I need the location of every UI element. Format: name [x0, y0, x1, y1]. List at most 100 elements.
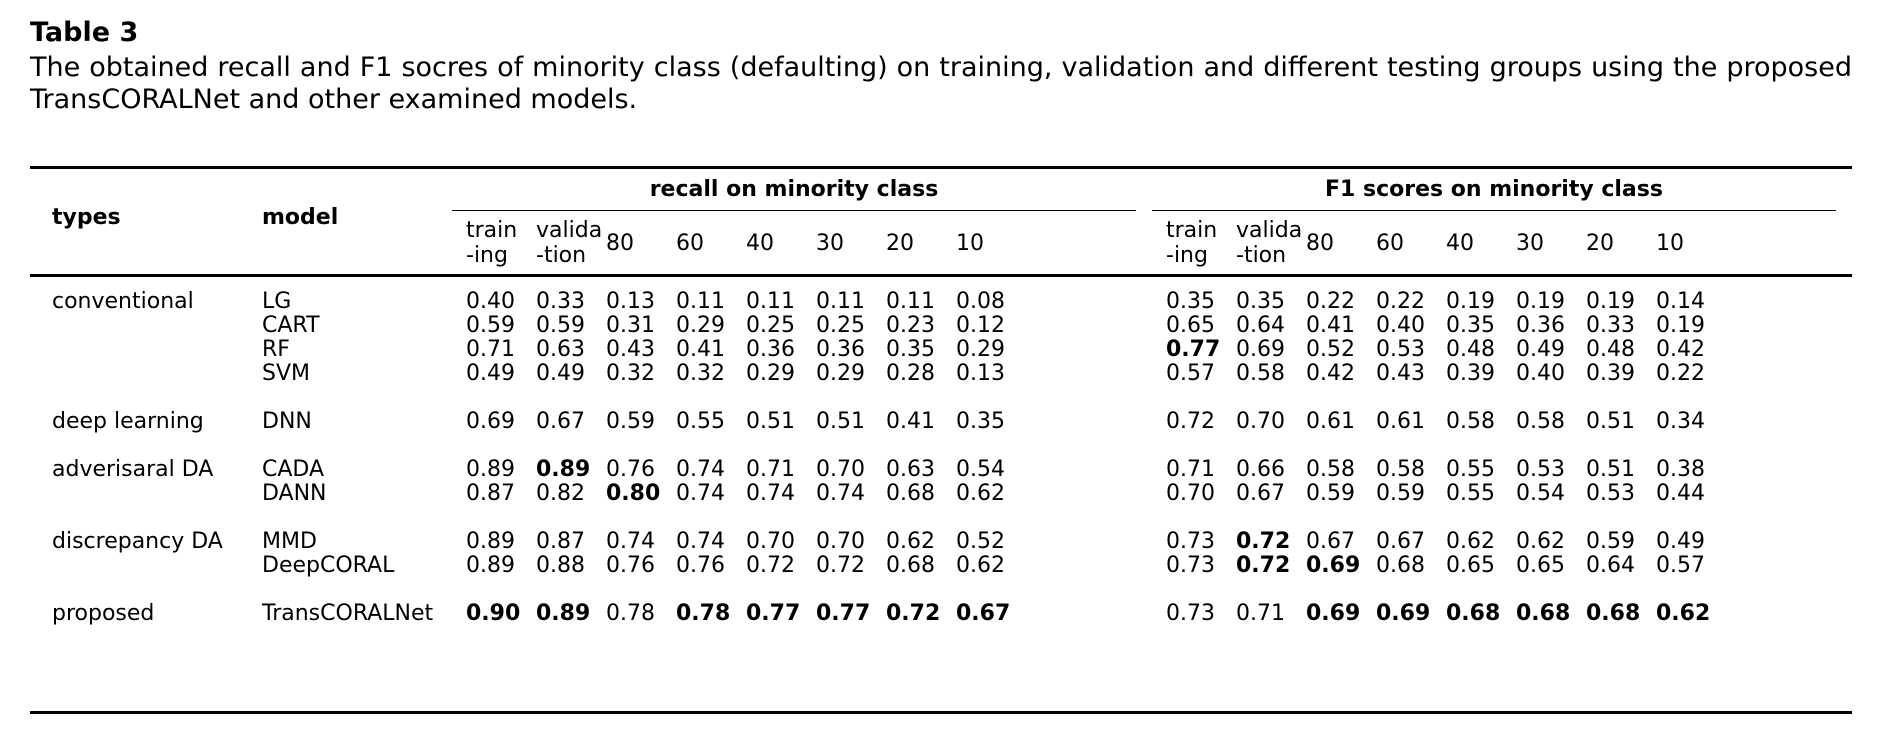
header-types: types: [52, 205, 121, 230]
recall-subheader-5: 30: [816, 231, 844, 256]
f1-cell: 0.66: [1236, 457, 1285, 482]
recall-cell: 0.78: [606, 601, 655, 626]
bottom-rule: [30, 711, 1852, 714]
recall-cell: 0.08: [956, 289, 1005, 314]
row-type-label: adverisaral DA: [52, 457, 214, 482]
recall-cell: 0.76: [606, 553, 655, 578]
f1-cell: 0.55: [1446, 481, 1495, 506]
table-caption: The obtained recall and F1 socres of min…: [30, 52, 1852, 115]
f1-cell: 0.49: [1516, 337, 1565, 362]
f1-subheader-7: 10: [1656, 231, 1684, 256]
row-model-label: LG: [262, 289, 292, 314]
f1-cell: 0.67: [1376, 529, 1425, 554]
f1-cell: 0.62: [1516, 529, 1565, 554]
recall-cell: 0.40: [466, 289, 515, 314]
f1-cell: 0.38: [1656, 457, 1705, 482]
recall-subheader-0-line1: -ing: [466, 243, 508, 268]
f1-subheader-5: 30: [1516, 231, 1544, 256]
row-model-label: DeepCORAL: [262, 553, 395, 578]
row-type-label: discrepancy DA: [52, 529, 223, 554]
row-model-label: DANN: [262, 481, 327, 506]
recall-cell: 0.82: [536, 481, 585, 506]
recall-cell: 0.87: [466, 481, 515, 506]
f1-cell: 0.72: [1236, 529, 1291, 554]
recall-cell: 0.13: [606, 289, 655, 314]
recall-cell: 0.69: [466, 409, 515, 434]
f1-cell: 0.51: [1586, 457, 1635, 482]
recall-cell: 0.77: [746, 601, 801, 626]
row-model-label: TransCORALNet: [262, 601, 434, 626]
recall-cell: 0.12: [956, 313, 1005, 338]
recall-cell: 0.28: [886, 361, 935, 386]
recall-subheader-6: 20: [886, 231, 914, 256]
f1-cell: 0.42: [1306, 361, 1355, 386]
f1-cell: 0.67: [1236, 481, 1285, 506]
recall-cell: 0.62: [886, 529, 935, 554]
f1-cell: 0.41: [1306, 313, 1355, 338]
recall-subheader-3: 60: [676, 231, 704, 256]
f1-cell: 0.19: [1656, 313, 1705, 338]
f1-cell: 0.57: [1166, 361, 1215, 386]
f1-cell: 0.19: [1516, 289, 1565, 314]
recall-group-rule: [452, 210, 1136, 211]
f1-cell: 0.54: [1516, 481, 1565, 506]
f1-subheader-3: 60: [1376, 231, 1404, 256]
f1-cell: 0.36: [1516, 313, 1565, 338]
recall-cell: 0.67: [536, 409, 585, 434]
f1-cell: 0.69: [1236, 337, 1285, 362]
recall-cell: 0.72: [816, 553, 865, 578]
recall-cell: 0.51: [816, 409, 865, 434]
recall-cell: 0.51: [746, 409, 795, 434]
f1-subheader-1-line0: valida: [1236, 218, 1303, 243]
recall-cell: 0.55: [676, 409, 725, 434]
recall-cell: 0.89: [466, 529, 515, 554]
f1-subheader-4: 40: [1446, 231, 1474, 256]
f1-cell: 0.59: [1586, 529, 1635, 554]
f1-cell: 0.67: [1306, 529, 1355, 554]
recall-cell: 0.25: [746, 313, 795, 338]
f1-cell: 0.53: [1586, 481, 1635, 506]
recall-cell: 0.70: [746, 529, 795, 554]
f1-cell: 0.73: [1166, 553, 1215, 578]
f1-subheader-0-line0: train: [1166, 218, 1218, 243]
f1-cell: 0.68: [1516, 601, 1571, 626]
f1-cell: 0.51: [1586, 409, 1635, 434]
f1-cell: 0.71: [1236, 601, 1285, 626]
f1-subheader-0-line1: -ing: [1166, 243, 1208, 268]
f1-cell: 0.69: [1306, 601, 1361, 626]
f1-cell: 0.22: [1376, 289, 1425, 314]
f1-cell: 0.64: [1586, 553, 1635, 578]
recall-cell: 0.29: [956, 337, 1005, 362]
f1-cell: 0.53: [1376, 337, 1425, 362]
f1-cell: 0.55: [1446, 457, 1495, 482]
recall-cell: 0.71: [466, 337, 515, 362]
row-model-label: MMD: [262, 529, 317, 554]
recall-cell: 0.80: [606, 481, 661, 506]
recall-cell: 0.74: [676, 529, 725, 554]
recall-cell: 0.35: [956, 409, 1005, 434]
recall-cell: 0.89: [466, 553, 515, 578]
recall-cell: 0.11: [676, 289, 725, 314]
f1-cell: 0.14: [1656, 289, 1705, 314]
recall-cell: 0.36: [746, 337, 795, 362]
recall-cell: 0.70: [816, 457, 865, 482]
row-model-label: DNN: [262, 409, 312, 434]
f1-cell: 0.58: [1306, 457, 1355, 482]
f1-cell: 0.72: [1166, 409, 1215, 434]
f1-cell: 0.58: [1516, 409, 1565, 434]
recall-cell: 0.87: [536, 529, 585, 554]
f1-cell: 0.65: [1516, 553, 1565, 578]
recall-cell: 0.74: [676, 481, 725, 506]
f1-cell: 0.61: [1376, 409, 1425, 434]
row-type-label: deep learning: [52, 409, 204, 434]
f1-cell: 0.64: [1236, 313, 1285, 338]
f1-cell: 0.68: [1586, 601, 1641, 626]
recall-cell: 0.13: [956, 361, 1005, 386]
recall-cell: 0.63: [886, 457, 935, 482]
recall-cell: 0.89: [536, 601, 591, 626]
f1-group-rule: [1152, 210, 1836, 211]
recall-cell: 0.68: [886, 553, 935, 578]
recall-cell: 0.49: [466, 361, 515, 386]
recall-cell: 0.63: [536, 337, 585, 362]
f1-cell: 0.42: [1656, 337, 1705, 362]
